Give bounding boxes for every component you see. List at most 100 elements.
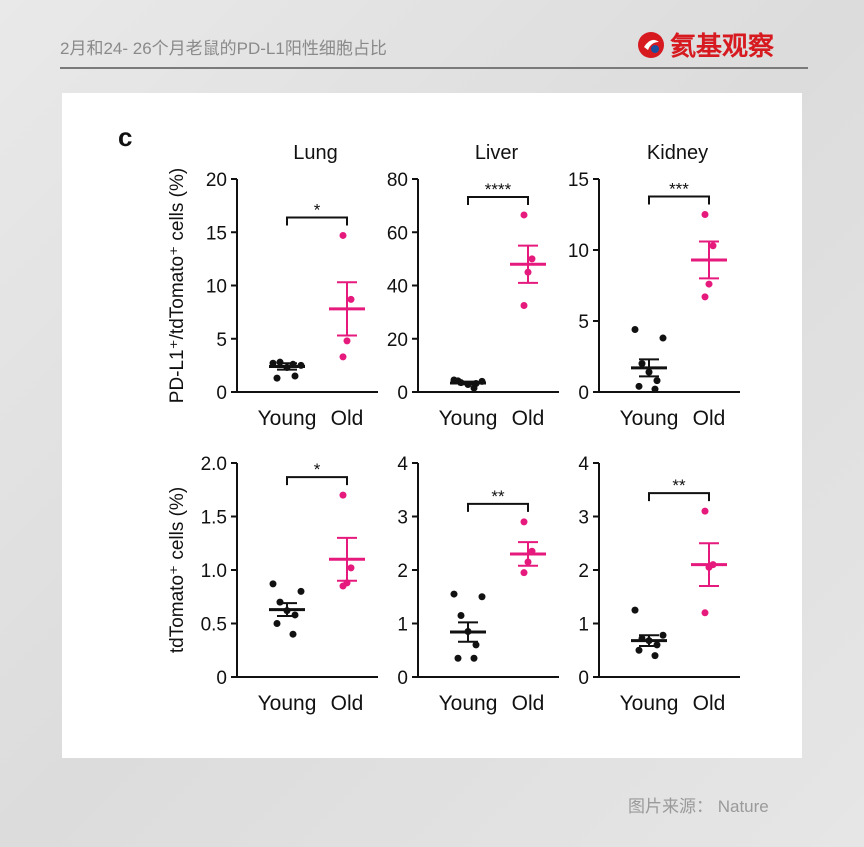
data-point: [631, 606, 639, 614]
data-point: [273, 374, 281, 382]
significance-label: *: [314, 460, 321, 479]
data-point: [701, 211, 709, 218]
footer-source: 图片来源： Nature: [628, 797, 769, 816]
data-point: [297, 587, 305, 595]
data-point: [339, 353, 347, 361]
data-point: [653, 377, 661, 385]
error-bar: [458, 380, 478, 386]
y-tick-label: 0: [216, 383, 227, 404]
error-bar: [337, 536, 357, 582]
y-axis-label: tdTomato⁺ cells (%): [167, 487, 188, 653]
data-point: [276, 358, 284, 366]
data-point: [339, 491, 347, 499]
chart-title: Lung: [293, 142, 338, 164]
data-point: [520, 569, 528, 577]
significance-bracket: [648, 195, 710, 205]
error-bar: [277, 602, 297, 618]
y-tick-label: 5: [578, 312, 589, 333]
y-axis-label: PD-L1⁺/tdTomato⁺ cells (%): [167, 168, 188, 403]
panel-label: c: [118, 122, 132, 152]
significance-bracket: [467, 195, 529, 205]
data-point: [638, 360, 646, 368]
data-point: [651, 652, 659, 660]
data-point: [347, 564, 355, 572]
y-tick-label: 0: [578, 383, 589, 404]
y-tick-label: 2.0: [201, 454, 227, 475]
y-tick-label: 20: [206, 170, 227, 191]
y-tick-label: 15: [206, 223, 227, 244]
data-point: [653, 641, 661, 649]
data-point: [478, 593, 486, 601]
logo-icon: [638, 31, 664, 58]
data-point: [347, 295, 355, 303]
significance-bracket: [467, 502, 529, 512]
y-tick-label: 1.0: [201, 561, 227, 582]
y-tick-label: 0: [216, 668, 227, 689]
error-bar: [337, 281, 357, 337]
data-point: [651, 385, 659, 393]
y-tick-label: 10: [568, 241, 589, 262]
x-tick-label: Old: [331, 692, 364, 715]
data-point: [450, 590, 458, 598]
chart-title: Kidney: [647, 142, 708, 164]
y-tick-label: 0: [578, 668, 589, 689]
x-tick-label: Young: [439, 692, 498, 715]
data-point: [528, 255, 536, 263]
data-point: [472, 641, 480, 649]
x-tick-label: Old: [331, 407, 364, 430]
y-tick-label: 40: [387, 277, 408, 298]
x-tick-label: Young: [258, 692, 317, 715]
data-point: [659, 334, 667, 342]
data-point: [273, 620, 281, 627]
x-tick-label: Young: [620, 407, 679, 430]
chart-title: Liver: [475, 142, 519, 164]
data-point: [635, 646, 643, 654]
y-tick-label: 2: [397, 561, 408, 582]
x-tick-label: Young: [439, 407, 498, 430]
error-bar: [639, 634, 659, 647]
y-tick-label: 2: [578, 561, 589, 582]
data-point: [291, 611, 299, 619]
data-point: [520, 301, 528, 309]
y-tick-label: 0.5: [201, 615, 227, 636]
y-tick-label: 0: [397, 383, 408, 404]
y-tick-label: 3: [397, 508, 408, 529]
data-point: [454, 654, 462, 662]
significance-label: *: [314, 200, 321, 219]
data-point: [291, 372, 299, 380]
data-point: [276, 598, 284, 606]
y-tick-label: 20: [387, 330, 408, 351]
y-tick-label: 60: [387, 223, 408, 244]
header-rule: [60, 67, 808, 69]
x-tick-label: Young: [258, 407, 317, 430]
x-tick-label: Young: [620, 692, 679, 715]
data-point: [520, 211, 528, 219]
data-point: [470, 384, 478, 392]
significance-bracket: [286, 476, 348, 486]
y-tick-label: 15: [568, 170, 589, 191]
data-point: [701, 293, 709, 301]
significance-bracket: [648, 492, 710, 502]
data-point: [339, 231, 347, 239]
error-bar: [518, 244, 538, 284]
y-tick-label: 80: [387, 170, 408, 191]
data-point: [269, 580, 277, 588]
y-tick-label: 1.5: [201, 508, 227, 529]
logo: 氦基观察: [636, 26, 774, 63]
error-bar: [639, 358, 659, 378]
data-point: [520, 518, 528, 526]
data-point: [343, 337, 351, 345]
y-tick-label: 0: [397, 668, 408, 689]
significance-label: **: [672, 476, 686, 495]
x-tick-label: Old: [512, 407, 545, 430]
y-tick-label: 5: [216, 330, 227, 351]
x-tick-label: Old: [693, 692, 726, 715]
data-point: [631, 326, 639, 334]
y-tick-label: 1: [397, 615, 408, 636]
x-tick-label: Old: [512, 692, 545, 715]
data-point: [457, 611, 465, 619]
header-title: 2月和24- 26个月老鼠的PD-L1阳性细胞占比: [60, 39, 387, 58]
logo-text: 氦基观察: [670, 31, 775, 61]
